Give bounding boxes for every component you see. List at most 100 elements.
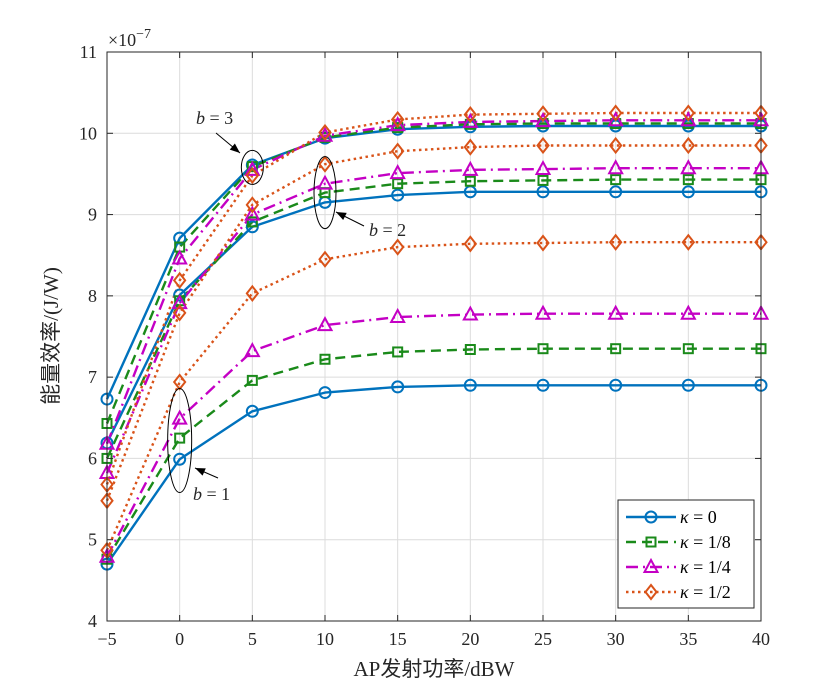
y-tick-label: 9 (88, 205, 97, 225)
data-point-kappa3-b1 (608, 233, 623, 251)
x-tick-label: 40 (752, 629, 770, 649)
data-point-kappa0-b1 (391, 380, 405, 394)
legend-marker-0 (644, 510, 658, 524)
x-tick-label: −5 (97, 629, 116, 649)
legend-marker-3 (644, 583, 658, 601)
data-point-kappa2-b3 (389, 116, 406, 132)
data-point-kappa2-b1 (680, 304, 697, 320)
x-tick-label: 10 (316, 629, 334, 649)
series-line-kappa1-b2 (105, 178, 761, 459)
data-point-kappa2-b2 (680, 159, 697, 175)
data-point-kappa1-b1 (174, 432, 186, 444)
data-point-kappa3-b3 (318, 123, 332, 142)
annotation-layer: b = 1 b = 2 b = 3 (167, 108, 406, 504)
data-point-kappa1-b2 (682, 174, 694, 186)
data-point-kappa0-b2 (609, 185, 623, 199)
data-point-kappa3-b3 (536, 105, 550, 123)
y-tick-label: 7 (88, 367, 97, 387)
series-line-kappa0-b1 (106, 384, 761, 565)
annotation-ellipse-b3 (240, 149, 264, 185)
data-point-kappa0-b1 (463, 378, 477, 392)
data-point-kappa3-b2 (463, 138, 478, 156)
data-point-kappa2-b3 (534, 111, 552, 128)
data-point-kappa3-b2 (608, 136, 623, 155)
legend-marker-2 (642, 557, 660, 573)
data-point-kappa3-b3 (463, 105, 478, 124)
data-point-kappa2-b2 (244, 205, 261, 221)
data-point-kappa0-b1 (173, 452, 187, 466)
y-axis-label: 能量效率/(J/W) (39, 267, 63, 405)
annotation-ellipse-b2 (313, 156, 337, 230)
data-point-kappa1-b1 (464, 344, 476, 356)
series-line-kappa2-b1 (105, 312, 761, 558)
y-tick-label: 6 (88, 448, 97, 468)
data-point-kappa2-b2 (462, 160, 479, 176)
data-point-kappa0-b1 (318, 386, 332, 400)
data-point-kappa3-b2 (318, 155, 332, 173)
data-point-kappa3-b1 (536, 234, 550, 252)
x-tick-label: 5 (248, 629, 257, 649)
y-tick-label: 4 (88, 611, 97, 631)
legend-marker-1 (645, 536, 657, 548)
legend-label-0: κ = 0 (680, 507, 717, 527)
legend-box (617, 499, 755, 609)
data-point-kappa3-b2 (681, 136, 696, 155)
annotation-label: b = 2 (369, 220, 406, 240)
data-point-kappa3-b3 (681, 104, 696, 122)
data-point-kappa2-b2 (607, 159, 624, 175)
x-tick-label: 15 (389, 629, 407, 649)
data-point-kappa2-b2 (316, 174, 334, 190)
annotation-arrowhead (195, 468, 206, 476)
data-point-kappa3-b3 (608, 104, 623, 122)
series-layer (105, 111, 761, 565)
x-tick-label: 35 (679, 629, 697, 649)
annotation-arrowhead (336, 212, 347, 221)
data-point-kappa2-b3 (680, 111, 697, 127)
y-tick-label: 11 (80, 42, 97, 62)
data-point-kappa2-b1 (316, 316, 334, 332)
data-point-kappa1-b2 (537, 174, 549, 186)
data-point-kappa3-b2 (172, 304, 187, 322)
x-axis-label: AP发射功率/dBW (353, 657, 514, 681)
series-line-kappa3-b2 (105, 144, 761, 502)
x-tick-label: 30 (607, 629, 625, 649)
data-point-kappa2-b2 (171, 294, 188, 310)
data-point-kappa3-b3 (390, 110, 405, 129)
data-point-kappa1-b1 (392, 346, 404, 358)
data-point-kappa2-b1 (607, 304, 624, 320)
data-point-kappa2-b2 (389, 164, 406, 180)
data-point-kappa1-b1 (682, 343, 694, 355)
series-line-kappa3-b1 (105, 240, 761, 551)
legend-label-3: κ = 1/2 (680, 582, 731, 602)
data-point-kappa3-b2 (245, 196, 260, 214)
data-point-kappa3-b2 (536, 136, 550, 155)
data-point-kappa1-b1 (319, 353, 331, 365)
data-point-kappa0-b2 (173, 288, 187, 302)
data-point-kappa3-b2 (390, 142, 405, 160)
data-point-kappa3-b1 (245, 284, 260, 303)
data-point-kappa1-b2 (464, 175, 476, 187)
data-point-kappa2-b3 (607, 111, 624, 127)
y-tick-label: 8 (88, 286, 97, 306)
series-line-kappa1-b1 (105, 347, 761, 560)
data-point-kappa2-b3 (462, 112, 479, 128)
data-point-kappa3-b1 (463, 235, 478, 253)
data-point-kappa2-b1 (244, 342, 261, 358)
series-line-kappa3-b3 (105, 111, 761, 485)
data-point-kappa1-b1 (537, 343, 549, 355)
legend-label-2: κ = 1/4 (680, 557, 731, 577)
y-exponent-label: ×10−7 (108, 27, 151, 50)
y-tick-label: 10 (79, 123, 97, 143)
data-point-kappa0-b2 (391, 188, 405, 202)
data-point-kappa3-b3 (172, 271, 187, 290)
data-point-kappa1-b2 (392, 178, 404, 190)
series-line-kappa2-b3 (105, 119, 761, 445)
data-point-kappa0-b1 (681, 378, 695, 392)
data-point-kappa3-b3 (245, 166, 260, 185)
data-point-kappa1-b2 (246, 216, 258, 228)
annotation-label: b = 1 (193, 484, 230, 504)
legend: κ = 0 κ = 1/8 κ = 1/4 κ = 1/2 (617, 499, 755, 609)
data-point-kappa2-b3 (244, 160, 261, 176)
data-point-kappa0-b1 (245, 404, 259, 418)
